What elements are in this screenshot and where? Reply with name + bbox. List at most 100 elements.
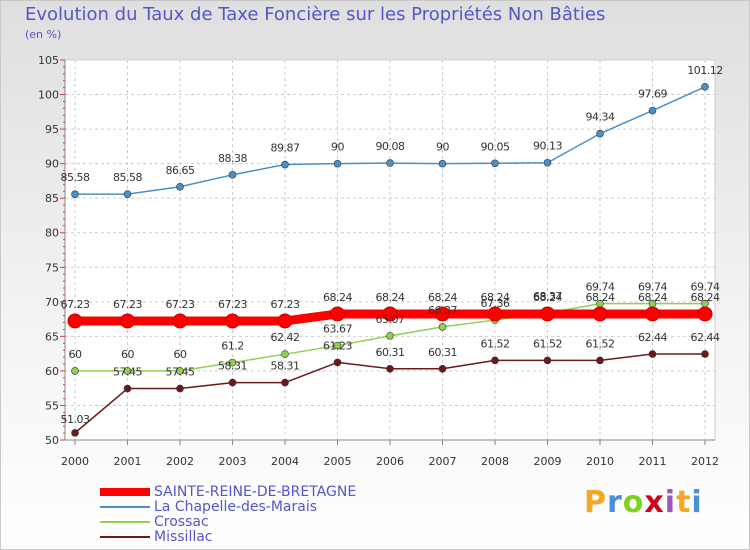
x-tick-label: 2010: [586, 455, 614, 468]
data-point-missillac: [228, 378, 237, 387]
data-point-sainte-reine: [172, 313, 188, 329]
data-label-missillac: 57.45: [166, 366, 195, 379]
data-label-la-chapelle: 90: [331, 141, 344, 154]
data-point-missillac: [648, 350, 657, 358]
data-point-missillac: [386, 364, 394, 373]
logo-letter: x: [644, 485, 665, 520]
data-point-sainte-reine: [382, 306, 398, 322]
x-tick-label: 2004: [271, 455, 299, 468]
data-label-crossac: 60: [121, 348, 134, 361]
data-label-sainte-reine: 67.23: [61, 298, 90, 311]
x-tick-label: 2008: [481, 455, 509, 468]
data-point-sainte-reine: [277, 313, 293, 329]
data-label-sainte-reine: 68.24: [481, 291, 510, 304]
data-label-missillac: 61.52: [533, 337, 562, 350]
legend-label-missillac: Missillac: [154, 529, 213, 545]
data-label-sainte-reine: 68.24: [586, 291, 615, 304]
data-label-la-chapelle: 90.13: [533, 140, 562, 153]
y-tick-label: 75: [45, 261, 59, 274]
data-point-missillac: [281, 378, 289, 387]
data-point-la-chapelle: [596, 129, 604, 138]
data-point-crossac: [176, 367, 184, 375]
data-label-crossac: 60: [174, 348, 187, 361]
y-tick-label: 105: [38, 54, 59, 67]
data-label-crossac: 65.07: [376, 313, 405, 326]
y-tick-label: 85: [45, 192, 59, 205]
data-label-crossac: 60: [69, 348, 82, 361]
data-point-crossac: [386, 332, 394, 340]
data-point-missillac: [333, 358, 342, 367]
data-label-missillac: 57.45: [113, 366, 142, 379]
data-point-crossac: [123, 367, 132, 375]
y-tick-label: 60: [45, 365, 59, 378]
data-label-la-chapelle: 90.05: [481, 140, 510, 153]
data-label-sainte-reine: 68.24: [691, 291, 720, 304]
data-point-la-chapelle: [438, 159, 447, 168]
y-tick-label: 55: [45, 399, 59, 412]
data-label-missillac: 62.44: [691, 331, 720, 344]
data-label-missillac: 58.31: [271, 360, 300, 373]
data-label-la-chapelle: 94.34: [586, 111, 615, 124]
data-label-sainte-reine: 67.23: [271, 298, 300, 311]
logo-letter: o: [622, 485, 645, 520]
data-label-missillac: 60.31: [428, 346, 457, 359]
data-label-sainte-reine: 67.23: [113, 298, 142, 311]
data-point-la-chapelle: [543, 158, 552, 167]
data-point-sainte-reine: [120, 313, 135, 329]
data-label-sainte-reine: 68.24: [638, 291, 667, 304]
data-label-la-chapelle: 101.12: [687, 64, 723, 77]
data-label-crossac: 66.37: [428, 304, 457, 317]
data-label-la-chapelle: 85.58: [61, 171, 90, 184]
plot-area: [64, 59, 716, 441]
data-point-sainte-reine: [487, 306, 503, 322]
data-label-la-chapelle: 97.69: [638, 88, 667, 101]
x-tick-label: 2002: [166, 455, 194, 468]
data-point-sainte-reine: [592, 306, 608, 322]
y-axis-unit: (en %): [25, 28, 62, 41]
data-label-crossac: 61.2: [221, 340, 244, 353]
x-tick-label: 2012: [691, 455, 719, 468]
data-point-sainte-reine: [225, 313, 240, 329]
y-tick-label: 90: [45, 158, 59, 171]
y-tick-label: 50: [45, 434, 59, 447]
data-label-sainte-reine: 67.23: [166, 298, 195, 311]
data-point-crossac: [333, 341, 342, 350]
data-point-missillac: [701, 350, 709, 358]
data-point-missillac: [543, 356, 552, 365]
data-point-sainte-reine: [435, 306, 450, 322]
legend-label-sainte-reine: SAINTE-REINE-DE-BRETAGNE: [154, 484, 357, 500]
data-point-la-chapelle: [386, 159, 394, 167]
data-point-la-chapelle: [228, 171, 237, 179]
data-point-sainte-reine: [540, 306, 555, 322]
data-point-la-chapelle: [176, 182, 184, 191]
data-point-la-chapelle: [701, 83, 709, 91]
y-tick-label: 100: [38, 89, 59, 102]
data-point-crossac: [438, 323, 447, 331]
data-label-missillac: 62.44: [638, 331, 667, 344]
data-point-missillac: [176, 384, 184, 393]
data-label-la-chapelle: 90: [436, 141, 449, 154]
data-point-la-chapelle: [123, 190, 132, 198]
data-label-missillac: 58.31: [218, 360, 247, 373]
data-label-crossac: 63.67: [323, 323, 352, 336]
data-label-sainte-reine: 68.24: [323, 291, 352, 304]
data-point-missillac: [438, 364, 447, 373]
data-label-missillac: 61.23: [323, 339, 352, 352]
data-point-crossac: [281, 350, 289, 358]
data-label-missillac: 61.52: [586, 337, 615, 350]
data-point-crossac: [71, 367, 79, 375]
data-label-crossac: 69.74: [691, 281, 720, 294]
legend-label-crossac: Crossac: [154, 514, 209, 530]
data-label-crossac: 62.42: [271, 331, 300, 344]
data-point-la-chapelle: [281, 160, 289, 169]
data-label-sainte-reine: 68.24: [376, 291, 405, 304]
data-point-sainte-reine: [697, 306, 713, 322]
data-point-la-chapelle: [491, 159, 499, 168]
y-tick-label: 65: [45, 330, 59, 343]
data-point-missillac: [71, 429, 79, 437]
data-point-la-chapelle: [648, 106, 657, 115]
y-tick-label: 70: [45, 296, 59, 309]
x-tick-label: 2001: [114, 455, 142, 468]
data-point-la-chapelle: [71, 190, 79, 198]
